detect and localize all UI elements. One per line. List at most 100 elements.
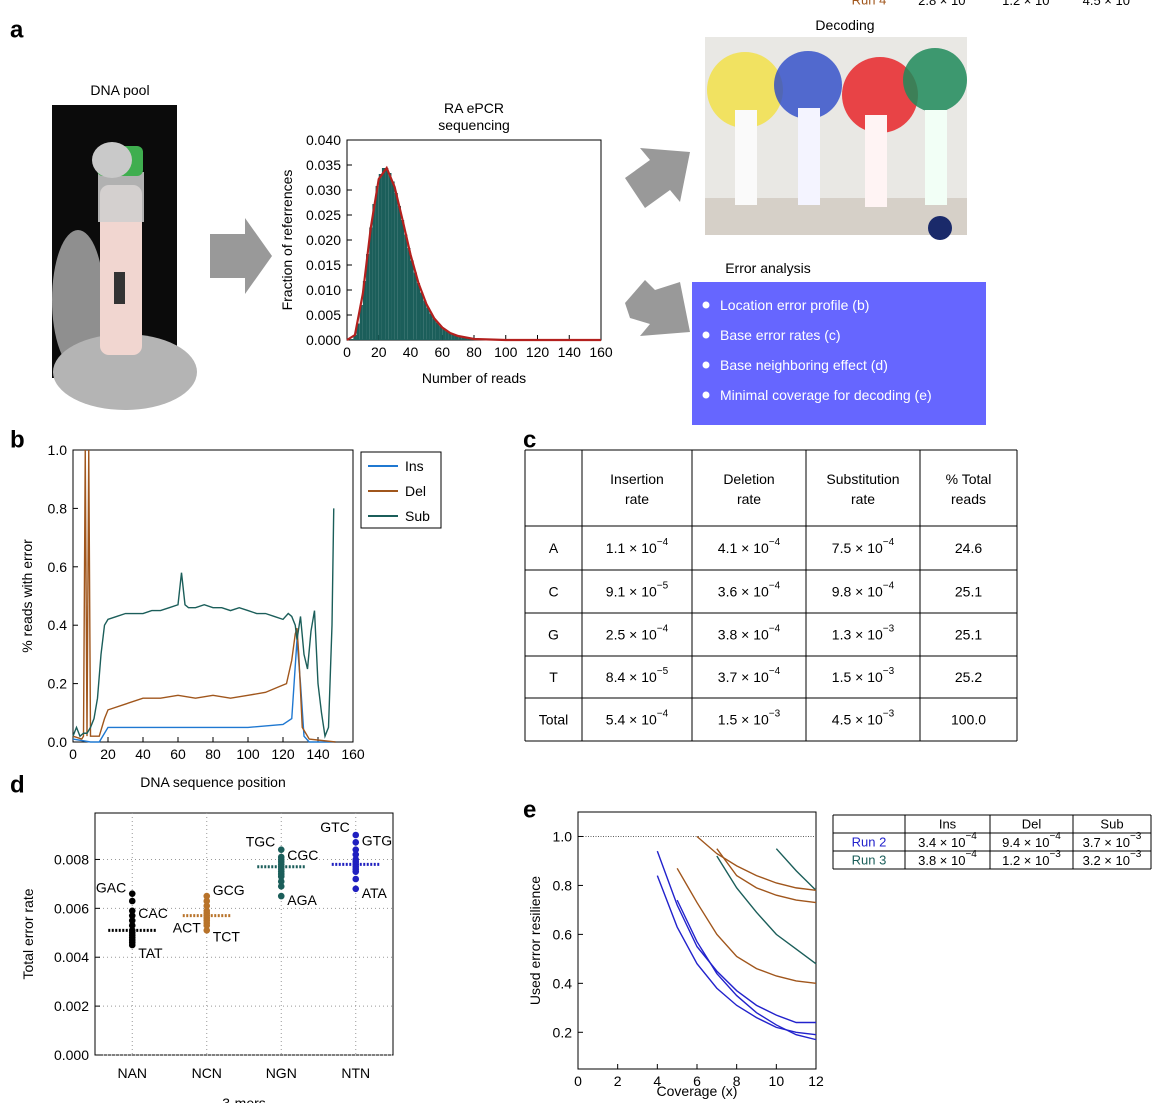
y-tick-label: 0.4: [48, 617, 68, 633]
line: [73, 640, 336, 742]
cell-exponent: −5: [657, 666, 669, 677]
bar: [430, 314, 433, 341]
x-tick-label: 120: [271, 746, 295, 762]
y-tick-label: 1.0: [48, 442, 68, 458]
table-cell: 1.5 × 10−3: [832, 666, 895, 685]
table-cell: 5.4 × 10−4: [606, 709, 669, 728]
bar: [388, 173, 391, 340]
table-cell: 24.6: [955, 540, 982, 556]
x-tick-label: 10: [769, 1073, 785, 1089]
table-header: % Total: [946, 471, 992, 487]
bar: [401, 220, 404, 340]
x-tick-label: 0: [69, 746, 77, 762]
legend-label: Run 2: [852, 835, 887, 850]
legend-label: Run 4: [852, 0, 887, 8]
y-tick-label: 0.035: [306, 157, 341, 173]
legend-label: Ins: [405, 458, 424, 474]
x-tick-label: 12: [808, 1073, 824, 1089]
x-tick-label: 20: [100, 746, 116, 762]
cell-mantissa: 3.6 × 10: [718, 584, 769, 600]
x-tick-label: 20: [371, 344, 387, 360]
table-header: Del: [1022, 817, 1042, 832]
x-tick-label: NAN: [117, 1065, 147, 1081]
y-tick-label: 0.4: [553, 975, 573, 991]
cell-exponent: −3: [883, 624, 895, 635]
legend-label: Sub: [405, 508, 430, 524]
cell-mantissa: 9.4 × 10: [1002, 835, 1049, 850]
panel-label: a: [10, 17, 24, 44]
bar: [382, 168, 385, 340]
dot: [278, 893, 285, 900]
x-tick-label: 120: [526, 344, 550, 360]
bullet: [703, 332, 710, 339]
cell-exponent: −3: [1049, 849, 1061, 860]
table-cell: 9.4 × 10−4: [1002, 831, 1061, 850]
cell-mantissa: 3.2 × 10: [1083, 853, 1130, 868]
y-tick-label: 0.020: [306, 232, 341, 248]
table-cell: 1.5 × 10−3: [718, 709, 781, 728]
table-cell: 3.8 × 10−4: [918, 849, 977, 868]
cell-mantissa: 1.2 × 10: [1002, 0, 1049, 8]
dot: [129, 898, 136, 905]
bar: [407, 248, 410, 340]
x-axis-label: Coverage (x): [657, 1083, 738, 1099]
x-tick-label: 0: [574, 1073, 582, 1089]
y-tick-label: 0.030: [306, 182, 341, 198]
cell-mantissa: 4.5 × 10: [1083, 0, 1130, 8]
cell-exponent: −4: [769, 666, 781, 677]
y-tick-label: 0.000: [306, 332, 341, 348]
cell-mantissa: 1.3 × 10: [832, 627, 883, 643]
x-tick-label: 2: [614, 1073, 622, 1089]
table-cell: 4.1 × 10−4: [718, 537, 781, 556]
plot-frame: [95, 813, 393, 1055]
figure: abcdeDNA poolDecodingError analysisLocat…: [0, 0, 1152, 1103]
bar: [426, 308, 429, 341]
table-row-head: C: [548, 584, 558, 600]
x-tick-label: 40: [135, 746, 151, 762]
x-tick-label: 140: [558, 344, 582, 360]
box-item: Minimal coverage for decoding (e): [720, 387, 932, 403]
panel-label: e: [523, 797, 536, 824]
y-tick-label: 0.008: [54, 851, 89, 867]
box-title: Error analysis: [725, 260, 811, 276]
y-tick-label: 0.0: [48, 734, 68, 750]
table-row-head: A: [549, 540, 559, 556]
plot-frame: [73, 450, 353, 742]
table-cell: 25.2: [955, 669, 982, 685]
y-tick-label: 0.6: [48, 559, 68, 575]
cell-mantissa: 2.5 × 10: [606, 627, 657, 643]
line: [717, 856, 816, 964]
cell-mantissa: 3.7 × 10: [718, 669, 769, 685]
x-tick-label: 80: [205, 746, 221, 762]
table-header: rate: [737, 491, 761, 507]
y-tick-label: 0.8: [553, 877, 573, 893]
bar: [417, 283, 420, 340]
photo-label: DNA pool: [90, 82, 149, 98]
annotation: ACT: [173, 919, 201, 935]
cell-mantissa: 7.5 × 10: [832, 540, 883, 556]
bar: [414, 273, 417, 341]
box-item: Base neighboring effect (d): [720, 357, 888, 373]
table-cell: 4.5 × 10−3: [832, 709, 895, 728]
cell-exponent: −3: [769, 709, 781, 720]
x-axis-label: 3-mers: [222, 1095, 266, 1103]
cell-mantissa: 4.5 × 10: [832, 712, 883, 728]
y-tick-label: 0.2: [553, 1024, 573, 1040]
cell-mantissa: 1.1 × 10: [606, 540, 657, 556]
line: [697, 836, 816, 890]
cell-mantissa: 1.5 × 10: [832, 669, 883, 685]
table-cell: 3.2 × 10−3: [1083, 849, 1142, 868]
box-item: Base error rates (c): [720, 327, 841, 343]
table-header: rate: [625, 491, 649, 507]
table-cell: 3.6 × 10−4: [718, 581, 781, 600]
box-item: Location error profile (b): [720, 297, 869, 313]
line: [677, 900, 816, 1040]
x-tick-label: 60: [434, 344, 450, 360]
table-cell: 9.8 × 10−4: [832, 581, 895, 600]
table-cell: 25.1: [955, 627, 982, 643]
table-row-head: Total: [539, 712, 569, 728]
dot: [352, 832, 359, 839]
table-header: Sub: [1100, 817, 1123, 832]
annotation: GTG: [362, 832, 392, 848]
annotation: CGC: [287, 847, 318, 863]
